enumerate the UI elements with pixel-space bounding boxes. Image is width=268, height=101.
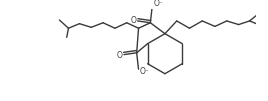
Text: O: O: [117, 51, 122, 60]
Text: O⁻: O⁻: [154, 0, 163, 8]
Text: O⁻: O⁻: [140, 67, 150, 76]
Text: O: O: [130, 16, 136, 25]
